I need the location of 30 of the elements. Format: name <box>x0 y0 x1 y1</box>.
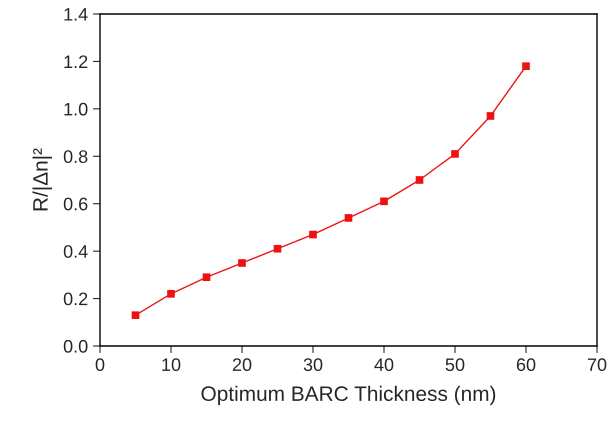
point <box>202 273 210 282</box>
y-tick-label: 1.4 <box>64 8 88 21</box>
y-axis-title: R/|Δn|² <box>32 148 52 210</box>
y-tick-label: 0.2 <box>64 292 88 306</box>
point <box>522 62 530 70</box>
x-tick-label: 40 <box>374 358 394 372</box>
y-tick-label: 0.0 <box>64 340 88 353</box>
y-tick-label: 1.2 <box>64 55 88 68</box>
x-tick-label: 60 <box>516 358 536 372</box>
point <box>416 176 424 184</box>
point <box>486 112 494 120</box>
x-tick-label: 50 <box>446 358 464 372</box>
point <box>309 230 317 238</box>
point <box>132 311 140 319</box>
x-tick-label: 70 <box>588 358 606 372</box>
x-axis-title: Optimum BARC Thickness (nm) <box>202 386 496 406</box>
point <box>344 214 352 222</box>
y-tick-label: 0.8 <box>64 150 88 164</box>
x-tick-label: 0 <box>96 358 104 372</box>
point <box>451 150 459 158</box>
point <box>167 290 175 298</box>
x-tick-label: 30 <box>304 358 322 372</box>
y-tick-label: 0.6 <box>64 198 88 210</box>
x-tick-label: 20 <box>232 358 252 372</box>
point <box>238 259 246 267</box>
point <box>380 198 388 206</box>
point <box>274 244 282 253</box>
y-tick-label: 1.0 <box>64 102 88 116</box>
x-tick-label: 10 <box>162 358 180 372</box>
y-tick-label: 0.4 <box>64 245 88 258</box>
